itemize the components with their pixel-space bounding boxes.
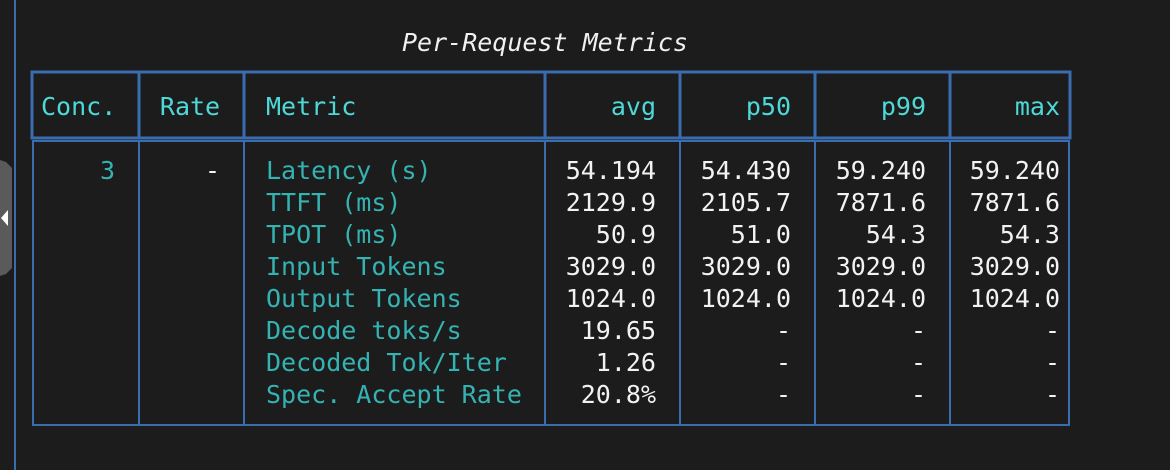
metric-name: Latency (s): [266, 156, 432, 185]
metric-value: 1.26: [596, 348, 656, 377]
metric-value: 3029.0: [970, 252, 1060, 281]
metric-value: 1024.0: [836, 284, 926, 313]
metric-value: -: [911, 380, 926, 409]
metric-value: 2105.7: [701, 188, 791, 217]
metric-name: TPOT (ms): [266, 220, 401, 249]
header-cell: p50: [746, 92, 791, 121]
metric-value: 7871.6: [970, 188, 1060, 217]
table-title: Per-Request Metrics: [402, 28, 688, 57]
header-cell: Metric: [266, 92, 356, 121]
metric-value: -: [911, 316, 926, 345]
metric-name: Output Tokens: [266, 284, 462, 313]
metric-value: 1024.0: [701, 284, 791, 313]
header-cell: Conc.: [41, 92, 116, 121]
tab-arrow: [1, 210, 8, 226]
metric-value: 54.430: [701, 156, 791, 185]
metric-value: 3029.0: [836, 252, 926, 281]
header-cell: max: [1015, 92, 1060, 121]
metric-value: -: [776, 316, 791, 345]
metric-value: 54.3: [1000, 220, 1060, 249]
body-border: [32, 140, 1070, 426]
header-cell: avg: [611, 92, 656, 121]
metric-value: 3029.0: [566, 252, 656, 281]
metric-name: Decoded Tok/Iter: [266, 348, 507, 377]
metric-value: 7871.6: [836, 188, 926, 217]
metric-value: 59.240: [970, 156, 1060, 185]
conc-cell: 3: [100, 156, 115, 185]
metric-value: -: [1045, 348, 1060, 377]
metric-value: 20.8%: [581, 380, 656, 409]
metric-name: TTFT (ms): [266, 188, 401, 217]
metric-name: Spec. Accept Rate: [266, 380, 522, 409]
metric-value: -: [1045, 316, 1060, 345]
metric-name: Input Tokens: [266, 252, 447, 281]
metric-value: 2129.9: [566, 188, 656, 217]
header-cell: Rate: [160, 92, 220, 121]
metric-value: 1024.0: [970, 284, 1060, 313]
header-cell: p99: [881, 92, 926, 121]
metric-value: 1024.0: [566, 284, 656, 313]
metric-value: 59.240: [836, 156, 926, 185]
table: Conc. Rate Metric avg p50 p99 max 3 - Latency (s)…: [41, 72, 1060, 425]
header-border: [30, 70, 1072, 140]
metric-value: -: [776, 348, 791, 377]
metric-value: 3029.0: [701, 252, 791, 281]
metric-value: -: [1045, 380, 1060, 409]
metric-value: 19.65: [581, 316, 656, 345]
metric-value: 54.194: [566, 156, 656, 185]
metric-value: 54.3: [866, 220, 926, 249]
metric-name: Decode toks/s: [266, 316, 462, 345]
metric-value: 50.9: [596, 220, 656, 249]
rate-cell: -: [205, 156, 220, 185]
metric-value: 51.0: [731, 220, 791, 249]
metric-value: -: [776, 380, 791, 409]
metric-value: -: [911, 348, 926, 377]
